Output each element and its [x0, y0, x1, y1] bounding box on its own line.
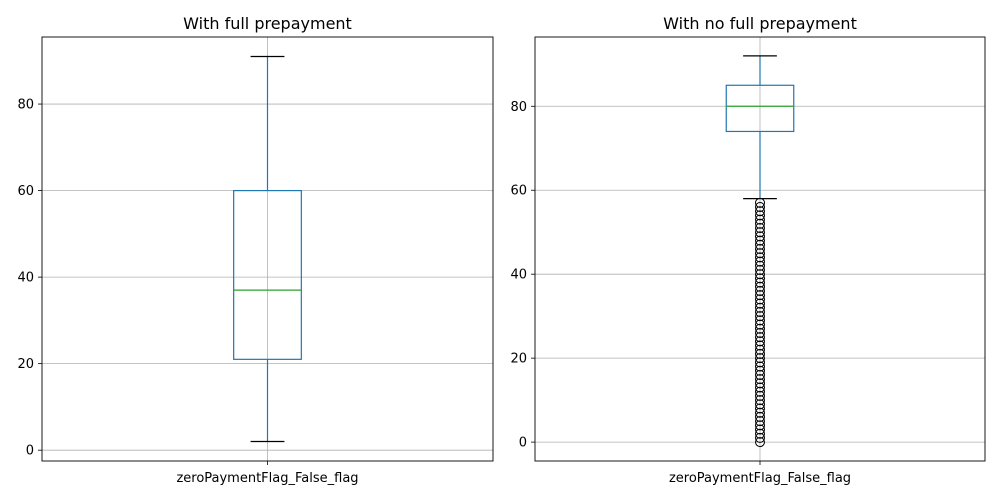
outlier-point [755, 206, 765, 217]
outlier-point [755, 311, 765, 322]
iqr-box [233, 189, 302, 360]
outlier-point [755, 365, 765, 376]
outlier-point [755, 319, 765, 330]
y-tick-label: 60 [510, 184, 527, 199]
outlier-point [755, 281, 765, 292]
outlier-point [755, 411, 765, 422]
outlier-point [755, 357, 765, 368]
outlier-point [755, 323, 765, 334]
y-tick-label: 60 [17, 184, 34, 199]
outlier-point [755, 399, 765, 410]
outlier-point [755, 256, 765, 267]
outlier-point [755, 306, 765, 317]
outlier-point [755, 336, 765, 347]
y-tick-label: 20 [510, 352, 527, 367]
y-tick-label: 20 [17, 357, 34, 372]
outlier-point [755, 340, 765, 351]
outlier-point [755, 369, 765, 380]
chart-panel-2: With no full prepayment 0 20 40 60 80 zeroPaym… [510, 14, 986, 486]
outlier-point [755, 202, 765, 213]
outlier-point [755, 227, 765, 238]
chart-panel-1: With full prepayment 0 20 40 60 80 zeroPayment… [17, 14, 494, 486]
outlier-point [755, 290, 765, 301]
x-tick-label: zeroPaymentFlag_False_flag [176, 471, 358, 486]
outlier-point [755, 210, 765, 221]
outlier-point [755, 315, 765, 326]
y-tick-label: 0 [26, 444, 34, 459]
outlier-point [755, 390, 765, 401]
outlier-point [755, 403, 765, 414]
outlier-point [755, 382, 765, 393]
outlier-point [755, 302, 765, 313]
outlier-point [755, 273, 765, 284]
outlier-point [755, 239, 765, 250]
outlier-point [755, 231, 765, 242]
outlier-point [755, 269, 765, 280]
x-tick-label: zeroPaymentFlag_False_flag [669, 471, 851, 486]
y-tick-label: 0 [519, 436, 527, 451]
outlier-point [755, 260, 765, 271]
chart-title: With no full prepayment [663, 14, 857, 33]
outlier-point [755, 223, 765, 234]
y-tick-label: 80 [17, 98, 34, 113]
outlier-point [755, 214, 765, 225]
y-tick-label: 40 [510, 268, 527, 283]
outlier-point [755, 432, 765, 443]
outlier-point [755, 285, 765, 296]
outlier-point [755, 277, 765, 288]
outlier-point [755, 428, 765, 439]
outlier-point [755, 218, 765, 229]
outlier-point [755, 235, 765, 246]
chart-title: With full prepayment [183, 14, 352, 33]
outlier-point [755, 416, 765, 427]
outlier-point [755, 264, 765, 275]
outlier-point [755, 395, 765, 406]
outlier-point [755, 332, 765, 343]
outlier-point [755, 248, 765, 259]
outlier-point [755, 374, 765, 385]
outlier-point [755, 252, 765, 263]
outlier-point [755, 348, 765, 359]
outlier-point [755, 361, 765, 372]
outlier-point [755, 424, 765, 435]
iqr-box [725, 84, 795, 133]
outlier-point [755, 298, 765, 309]
outlier-point [755, 420, 765, 431]
outlier-point [755, 294, 765, 305]
outlier-point [755, 244, 765, 254]
outlier-point [755, 386, 765, 397]
y-tick-label: 40 [17, 271, 34, 286]
y-tick-label: 80 [510, 100, 527, 115]
outlier-point [755, 353, 765, 364]
outlier-point [755, 437, 765, 448]
outlier-point [755, 327, 765, 338]
outlier-point [755, 197, 765, 208]
outlier-point [755, 344, 765, 355]
outlier-point [755, 407, 765, 418]
outlier-point [755, 378, 765, 389]
